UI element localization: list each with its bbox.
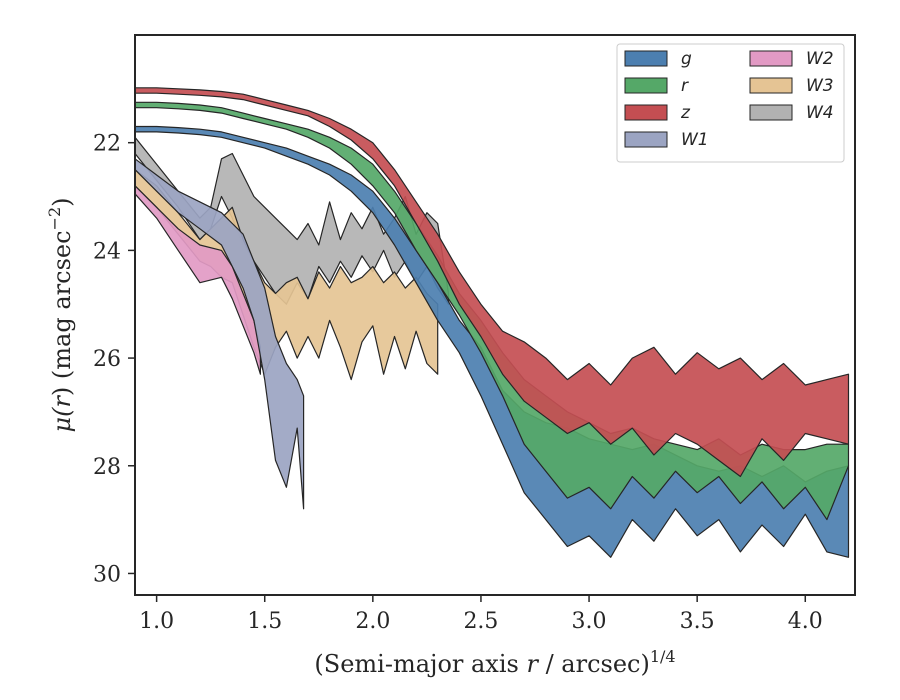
- legend-label-r: r: [681, 76, 689, 96]
- legend-label-w3: W3: [806, 76, 834, 96]
- x-axis-label: (Semi-major axis r / arcsec)1/4: [314, 647, 675, 678]
- x-tick-label: 2.0: [355, 609, 390, 634]
- legend-label-g: g: [681, 49, 692, 69]
- y-tick-label: 30: [93, 562, 121, 587]
- legend-swatch-w1: [624, 131, 668, 148]
- x-tick-label: 1.5: [247, 609, 282, 634]
- band-r: [135, 101, 850, 521]
- y-axis-ticks: 22 24 26 28 30: [93, 132, 135, 587]
- x-tick-label: 3.5: [680, 609, 715, 634]
- x-tick-label: 4.0: [788, 609, 823, 634]
- legend-swatch-w4: [749, 104, 793, 121]
- legend-swatch-r: [624, 77, 668, 94]
- band-z: [135, 87, 850, 478]
- y-tick-label: 22: [93, 132, 121, 157]
- legend-label-z: z: [680, 103, 691, 123]
- band-w1: [135, 158, 305, 510]
- x-tick-label: 3.0: [572, 609, 607, 634]
- plot-frame: [134, 34, 856, 596]
- band-w2: [135, 185, 261, 375]
- legend-frame: [616, 43, 845, 163]
- legend-swatch-w2: [749, 50, 793, 67]
- y-tick-label: 26: [93, 347, 121, 372]
- x-tick-label: 1.0: [139, 609, 174, 634]
- y-axis-label: μ(r) (mag arcsec−2): [45, 197, 76, 432]
- legend-label-w2: W2: [806, 49, 834, 69]
- legend-swatch-z: [624, 104, 668, 121]
- y-tick-label: 28: [93, 455, 121, 480]
- band-g: [135, 125, 850, 558]
- legend: grz W1 W2 W3 W4: [616, 43, 845, 163]
- legend-label-w1: W1: [681, 130, 709, 150]
- legend-swatch-w3: [749, 77, 793, 94]
- x-tick-label: 2.5: [463, 609, 498, 634]
- x-axis-ticks: 1.0 1.5 2.0 2.5 3.0 3.5 4.0: [139, 595, 823, 634]
- legend-swatch-g: [624, 50, 668, 67]
- legend-label-w4: W4: [806, 103, 834, 123]
- y-tick-label: 24: [93, 239, 121, 264]
- profile-bands: [135, 87, 850, 558]
